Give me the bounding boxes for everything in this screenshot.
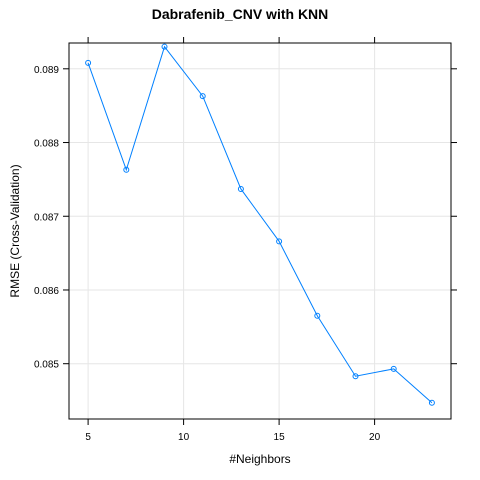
grid [69,43,451,419]
chart-title: Dabrafenib_CNV with KNN [152,6,329,22]
data-point [314,312,321,319]
y-tick-label: 0.085 [34,360,59,371]
data-point [85,59,92,66]
series-layer [85,43,435,406]
y-tick-label: 0.087 [34,212,59,223]
y-axis-label: RMSE (Cross-Validation) [8,164,22,297]
x-tick-label: 5 [85,432,91,443]
axis-ticks: 5 10 15 20 0.085 0.086 0.087 0.088 0.089 [34,37,457,443]
x-tick-label: 15 [274,432,286,443]
y-tick-label: 0.088 [34,139,59,150]
data-point [276,238,283,245]
series-line [87,45,433,404]
data-point [390,365,397,372]
x-tick-label: 20 [369,432,381,443]
plot-frame [68,42,452,420]
data-point [161,43,168,50]
y-tick-label: 0.089 [34,65,59,76]
data-point [199,93,206,100]
data-point [237,185,244,192]
y-tick-label: 0.086 [34,286,59,297]
x-tick-label: 10 [178,432,190,443]
x-axis-label: #Neighbors [229,452,290,466]
data-point [428,399,435,406]
data-point [123,166,130,173]
data-point [352,373,359,380]
